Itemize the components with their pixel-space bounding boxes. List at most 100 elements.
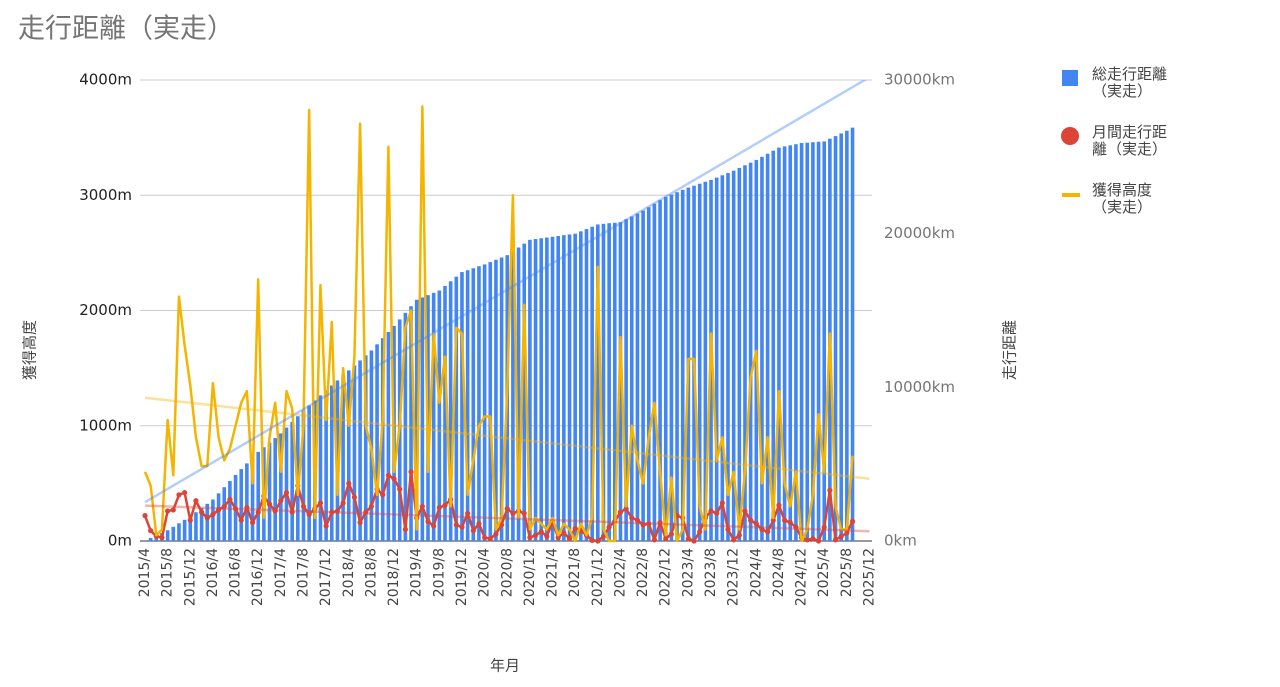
bar [765, 153, 770, 541]
point [419, 503, 425, 510]
point [600, 533, 607, 539]
point [425, 518, 431, 525]
bar [482, 264, 487, 541]
y-axis-title: 獲得高度 [21, 320, 39, 380]
point [804, 537, 810, 543]
bar [556, 235, 560, 541]
bar [437, 290, 442, 541]
point [725, 526, 731, 533]
y2-tick-label: 20000km [884, 224, 955, 242]
bar [545, 237, 549, 541]
point [640, 522, 646, 528]
bar [307, 405, 311, 541]
bar [448, 281, 453, 541]
x-tick-label: 2018/8 [363, 548, 379, 597]
legend-item: 月間走行距離（実走） [1061, 124, 1262, 182]
point [742, 508, 748, 514]
point [165, 508, 171, 514]
bar [629, 216, 634, 541]
point [646, 521, 652, 527]
point [431, 523, 437, 529]
point [731, 537, 737, 543]
x-tick-label: 2017/12 [318, 548, 334, 606]
bar [477, 266, 481, 541]
x-tick-label: 2024/4 [748, 548, 764, 597]
legend-item: 獲得高度（実走） [1062, 182, 1262, 240]
bar [646, 207, 651, 541]
legend-swatch [1062, 193, 1080, 197]
point [482, 534, 488, 541]
bar [533, 239, 538, 542]
bar [228, 481, 232, 541]
bar [748, 162, 753, 541]
bar [675, 192, 679, 541]
x-tick-label: 2018/4 [341, 548, 357, 597]
bar [833, 136, 838, 542]
point [561, 530, 567, 536]
bar [607, 223, 611, 541]
bar [788, 145, 793, 541]
bar [579, 231, 583, 541]
bar [511, 251, 515, 542]
point [589, 537, 595, 544]
point [244, 504, 250, 511]
trendline [144, 80, 868, 504]
bar [403, 312, 408, 541]
x-tick-label: 2020/8 [499, 548, 515, 597]
bar [273, 438, 277, 541]
bar [301, 410, 306, 541]
y2-tick-label: 10000km [884, 378, 955, 396]
bar [624, 219, 628, 542]
bar [409, 306, 413, 541]
bar [652, 203, 657, 541]
x-tick-label: 2025/8 [839, 548, 855, 597]
point [210, 511, 216, 518]
bar [697, 183, 702, 541]
bar [454, 276, 459, 541]
point [289, 509, 295, 515]
point [753, 521, 759, 527]
bar [380, 338, 385, 541]
point [770, 517, 776, 523]
x-tick-label: 2015/8 [160, 548, 176, 597]
point [595, 538, 601, 544]
bar [669, 194, 674, 541]
point [306, 511, 312, 518]
bar [205, 503, 210, 541]
bar [596, 224, 600, 542]
point [748, 517, 754, 523]
legend-label: 総走行距離（実走） [1092, 65, 1168, 100]
point [204, 515, 210, 521]
point [283, 489, 290, 496]
x-tick-label: 2016/12 [250, 548, 266, 606]
point [391, 476, 397, 482]
point [159, 534, 165, 541]
bar [216, 493, 221, 541]
bar [279, 433, 283, 541]
point [317, 500, 324, 506]
point [397, 486, 403, 492]
bar [731, 170, 736, 541]
point [487, 536, 493, 542]
point [832, 537, 839, 543]
bar [720, 175, 725, 542]
bar [199, 507, 204, 541]
bar [743, 165, 747, 541]
bar [703, 181, 708, 541]
bar [143, 540, 147, 541]
point [538, 529, 544, 535]
bar [488, 262, 493, 541]
point [719, 500, 725, 506]
point [623, 506, 629, 512]
bar [777, 147, 781, 541]
bar [550, 236, 555, 542]
bar [352, 365, 357, 541]
point [697, 529, 703, 535]
x-tick-label: 2025/12 [862, 548, 878, 606]
bar [358, 360, 362, 541]
point [759, 526, 765, 533]
x-tick-label: 2023/12 [726, 548, 742, 606]
legend-swatch [1062, 70, 1078, 86]
